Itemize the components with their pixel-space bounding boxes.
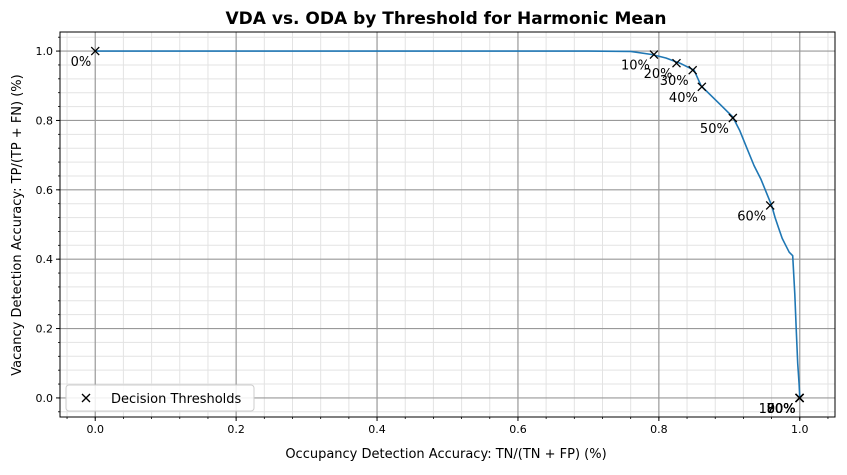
legend-marker-x — [81, 393, 91, 403]
x-tick-label: 0.6 — [509, 423, 527, 436]
series-layer — [95, 50, 801, 398]
x-tick-label: 0.8 — [650, 423, 668, 436]
axis-ticks: 0.0 0.2 0.4 0.6 0.8 1.0 0.0 0.2 0.4 0.6 0.8 1.0 — [36, 36, 829, 436]
y-tick-label: 0.4 — [36, 253, 54, 266]
legend-box — [65, 384, 255, 412]
chart-title: VDA vs. ODA by Threshold for Harmonic Me… — [226, 9, 667, 29]
plot-frame — [59, 31, 836, 418]
y-axis-label: Vacancy Detection Accuracy: TP/(TP + FN)… — [10, 74, 25, 375]
x-marker-stroke — [688, 65, 698, 75]
major-grid — [60, 32, 835, 417]
x-axis-label: Occupancy Detection Accuracy: TN/(TN + F… — [285, 447, 606, 462]
threshold-label: 90% — [767, 402, 796, 417]
threshold-label: 100% — [759, 402, 796, 417]
x-marker-stroke — [728, 113, 738, 123]
x-tick-label: 0.2 — [227, 423, 245, 436]
x-marker-stroke — [649, 50, 659, 60]
y-tick-label: 0.2 — [36, 323, 54, 336]
y-tick-label: 0.0 — [36, 392, 54, 405]
threshold-marker — [672, 58, 681, 68]
threshold-marker — [728, 113, 738, 123]
threshold-marker — [649, 50, 659, 60]
threshold-label: 50% — [700, 122, 729, 137]
threshold-label: 10% — [621, 59, 650, 74]
x-marker-stroke — [795, 393, 805, 403]
threshold-marker — [697, 82, 707, 92]
x-marker-stroke — [672, 58, 681, 68]
threshold-marker — [795, 393, 805, 403]
x-marker-stroke — [765, 200, 775, 210]
y-tick-label: 0.8 — [36, 114, 54, 127]
x-tick-label: 1.0 — [791, 423, 809, 436]
threshold-label: 0% — [71, 55, 92, 70]
minor-grid — [60, 32, 835, 417]
y-tick-label: 1.0 — [36, 45, 54, 58]
threshold-marker — [688, 65, 698, 75]
legend-label: Decision Thresholds — [111, 392, 242, 407]
x-marker-stroke — [90, 46, 100, 56]
plot-border — [59, 31, 836, 418]
threshold-marker — [765, 200, 775, 210]
threshold-label: 40% — [669, 91, 698, 106]
threshold-label: 80% — [767, 402, 796, 417]
threshold-markers: 0% 10%20%30% 40% 50% 60% 70%80%90%100% — [71, 46, 805, 417]
legend-x-marker — [81, 393, 91, 403]
x-marker-stroke — [81, 393, 91, 403]
x-tick-label: 0.0 — [86, 423, 104, 436]
threshold-label: 30% — [660, 74, 689, 89]
y-tick-label: 0.6 — [36, 184, 54, 197]
threshold-marker — [90, 46, 100, 56]
threshold-label: 20% — [644, 67, 673, 82]
x-tick-label: 0.4 — [368, 423, 386, 436]
x-marker-stroke — [697, 82, 707, 92]
threshold-label: 70% — [767, 402, 796, 417]
legend: Decision Thresholds — [65, 384, 255, 412]
vda-oda-curve — [95, 50, 801, 398]
threshold-label: 60% — [737, 209, 766, 224]
